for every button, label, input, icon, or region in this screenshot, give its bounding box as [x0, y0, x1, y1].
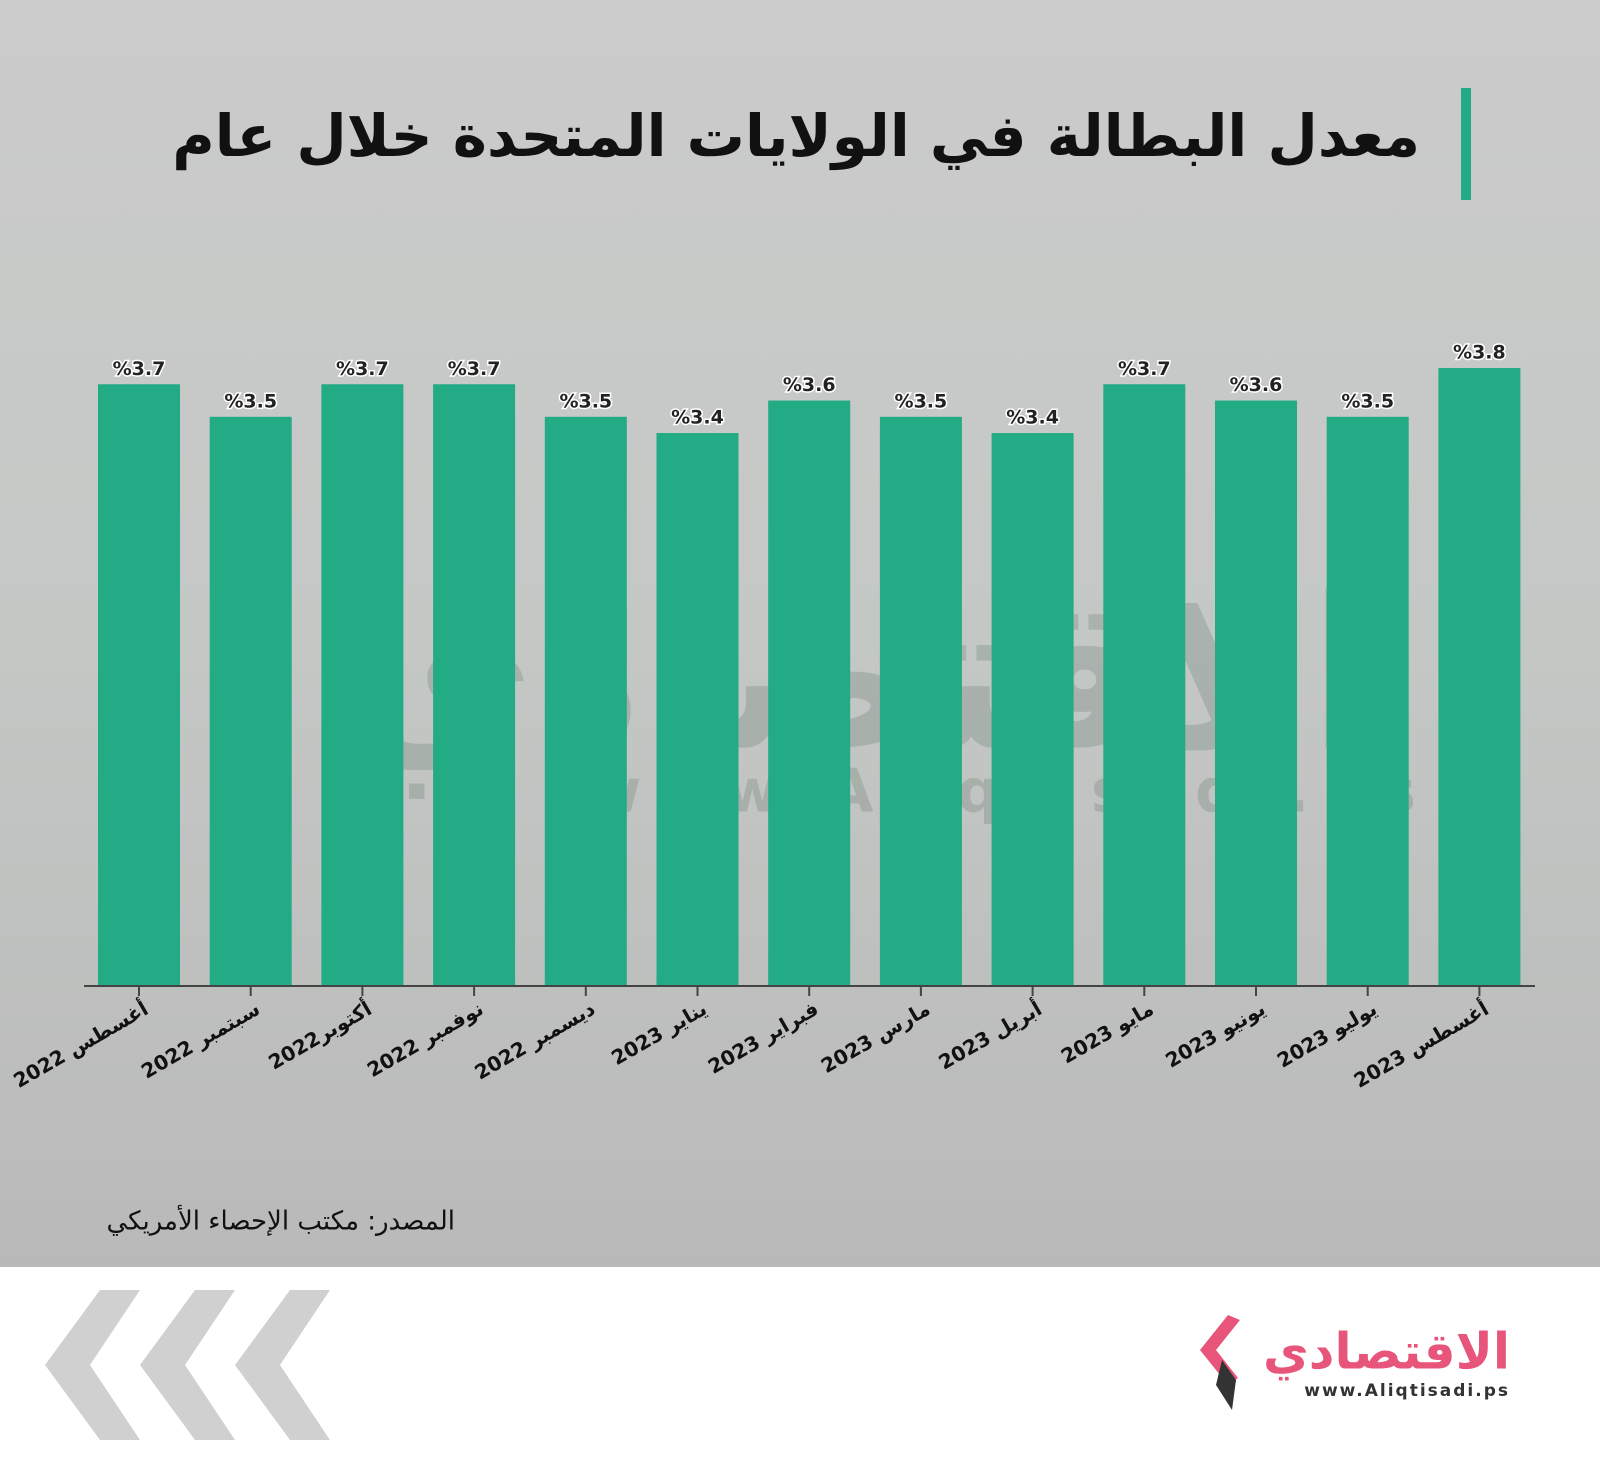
- value-label: %3.4: [1006, 407, 1059, 429]
- value-label: %3.5: [1341, 390, 1394, 412]
- bar: [544, 416, 627, 987]
- value-label: %3.7: [1118, 358, 1171, 380]
- bar: [656, 433, 739, 987]
- source: المصدر: مكتب الإحصاء الأمريكي: [106, 1204, 455, 1237]
- bar: [991, 433, 1074, 987]
- bar: [433, 384, 516, 986]
- bar: [768, 400, 851, 986]
- value-label: %3.7: [448, 358, 501, 380]
- bar: [879, 416, 962, 987]
- chevrons: [45, 1290, 330, 1440]
- bar: [98, 384, 180, 986]
- value-label: %3.5: [895, 390, 948, 412]
- bar: [1326, 416, 1409, 987]
- value-label: %3.7: [113, 358, 166, 380]
- chart-title: معدل البطالة في الولايات المتحدة خلال عا…: [172, 102, 1420, 171]
- bar: [1103, 384, 1186, 986]
- bar: [1215, 400, 1297, 986]
- watermark-name: الاقتصادي: [342, 553, 1380, 799]
- value-label: %3.6: [1230, 374, 1283, 396]
- value-label: %3.5: [559, 390, 612, 412]
- logo-mark: [1200, 1315, 1240, 1385]
- value-label: %3.8: [1453, 342, 1506, 364]
- value-label: %3.4: [671, 407, 724, 429]
- bar: [1438, 368, 1521, 986]
- bar: [321, 384, 404, 986]
- value-label: %3.6: [783, 374, 836, 396]
- value-label: %3.7: [336, 358, 389, 380]
- value-label: %3.5: [224, 390, 277, 412]
- title-accent: [1461, 88, 1471, 200]
- logo-mark-dark: [1216, 1360, 1236, 1410]
- logo-name: الاقتصادي: [1263, 1323, 1510, 1381]
- bar: [209, 416, 292, 987]
- logo-url: www.Aliqtisadi.ps: [1304, 1381, 1510, 1401]
